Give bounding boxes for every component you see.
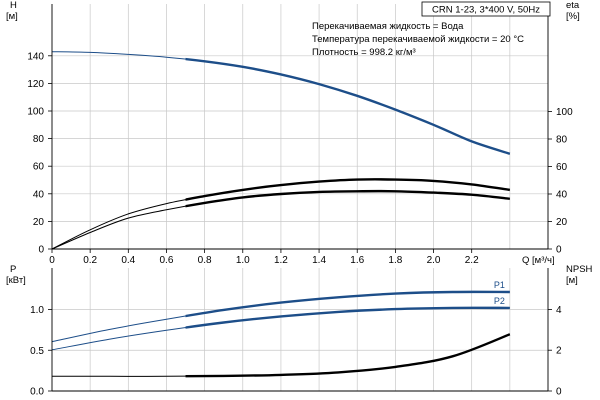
left-axis-tick-label: 140 <box>27 51 44 62</box>
left-axis-tick-label: 0.5 <box>30 346 44 357</box>
right-axis-tick-label: 0 <box>556 245 562 256</box>
x-axis-tick-label: 1.0 <box>236 255 250 266</box>
left-axis-title: P <box>10 264 16 275</box>
left-axis-title: H <box>10 0 17 11</box>
info-line-temperature: Температура перекачиваемой жидкости = 20… <box>312 34 524 45</box>
right-axis-title: eta <box>566 0 580 11</box>
x-axis-tick-label: 0 <box>49 255 55 266</box>
grid-layer <box>52 4 548 391</box>
left-axis-unit: [кВт] <box>6 275 26 286</box>
series-label-p1: P1 <box>494 280 505 290</box>
left-axis-tick-label: 100 <box>27 107 44 118</box>
series-label-p2: P2 <box>494 296 505 306</box>
right-axis-tick-label: 80 <box>556 135 568 146</box>
left-axis-tick-label: 1.0 <box>30 305 44 316</box>
x-axis-tick-label: 2.2 <box>465 255 479 266</box>
left-axis-tick-label: 120 <box>27 79 44 90</box>
label-layer: 020406080100120140020406080100H[м]eta[%]… <box>6 0 593 398</box>
left-axis-tick-label: 40 <box>33 189 45 200</box>
x-axis-tick-label: 0.6 <box>160 255 174 266</box>
title-box-text: CRN 1-23, 3*400 V, 50Hz <box>432 5 540 16</box>
x-axis-tick-label: 0.2 <box>83 255 97 266</box>
left-axis-unit: [м] <box>6 11 18 22</box>
left-axis-tick-label: 80 <box>33 134 45 145</box>
right-axis-tick-label: 0 <box>556 387 562 398</box>
x-axis-tick-label: 1.6 <box>350 255 364 266</box>
x-axis-tick-label: 1.8 <box>388 255 402 266</box>
right-axis-unit: [%] <box>566 11 580 22</box>
right-axis-title: NPSH <box>566 264 593 275</box>
right-axis-tick-label: 40 <box>556 190 568 201</box>
right-axis-tick-label: 20 <box>556 217 568 228</box>
x-axis-tick-label: 1.2 <box>274 255 288 266</box>
x-axis-tick-label: 1.4 <box>312 255 326 266</box>
x-axis-tick-label: 0.8 <box>198 255 212 266</box>
left-axis-tick-label: 0 <box>38 245 44 256</box>
right-axis-tick-label: 100 <box>556 107 573 118</box>
left-axis-tick-label: 60 <box>33 162 45 173</box>
frame-layer <box>48 4 552 392</box>
info-line-fluid: Перекачиваемая жидкость = Вода <box>312 21 464 32</box>
right-axis-tick-label: 4 <box>556 305 562 316</box>
x-axis-tick-label: 2.0 <box>427 255 441 266</box>
right-axis-unit: [м] <box>566 275 578 286</box>
info-line-density: Плотность = 998.2 кг/м³ <box>312 47 416 58</box>
left-axis-tick-label: 20 <box>33 217 45 228</box>
left-axis-tick-label: 0.0 <box>30 387 44 398</box>
title-box <box>421 1 551 17</box>
x-axis-label: Q [м³/ч] <box>522 255 555 266</box>
right-axis-tick-label: 2 <box>556 346 562 357</box>
right-axis-tick-label: 60 <box>556 162 568 173</box>
x-axis-tick-label: 0.4 <box>121 255 135 266</box>
curve-layer <box>51 51 511 378</box>
